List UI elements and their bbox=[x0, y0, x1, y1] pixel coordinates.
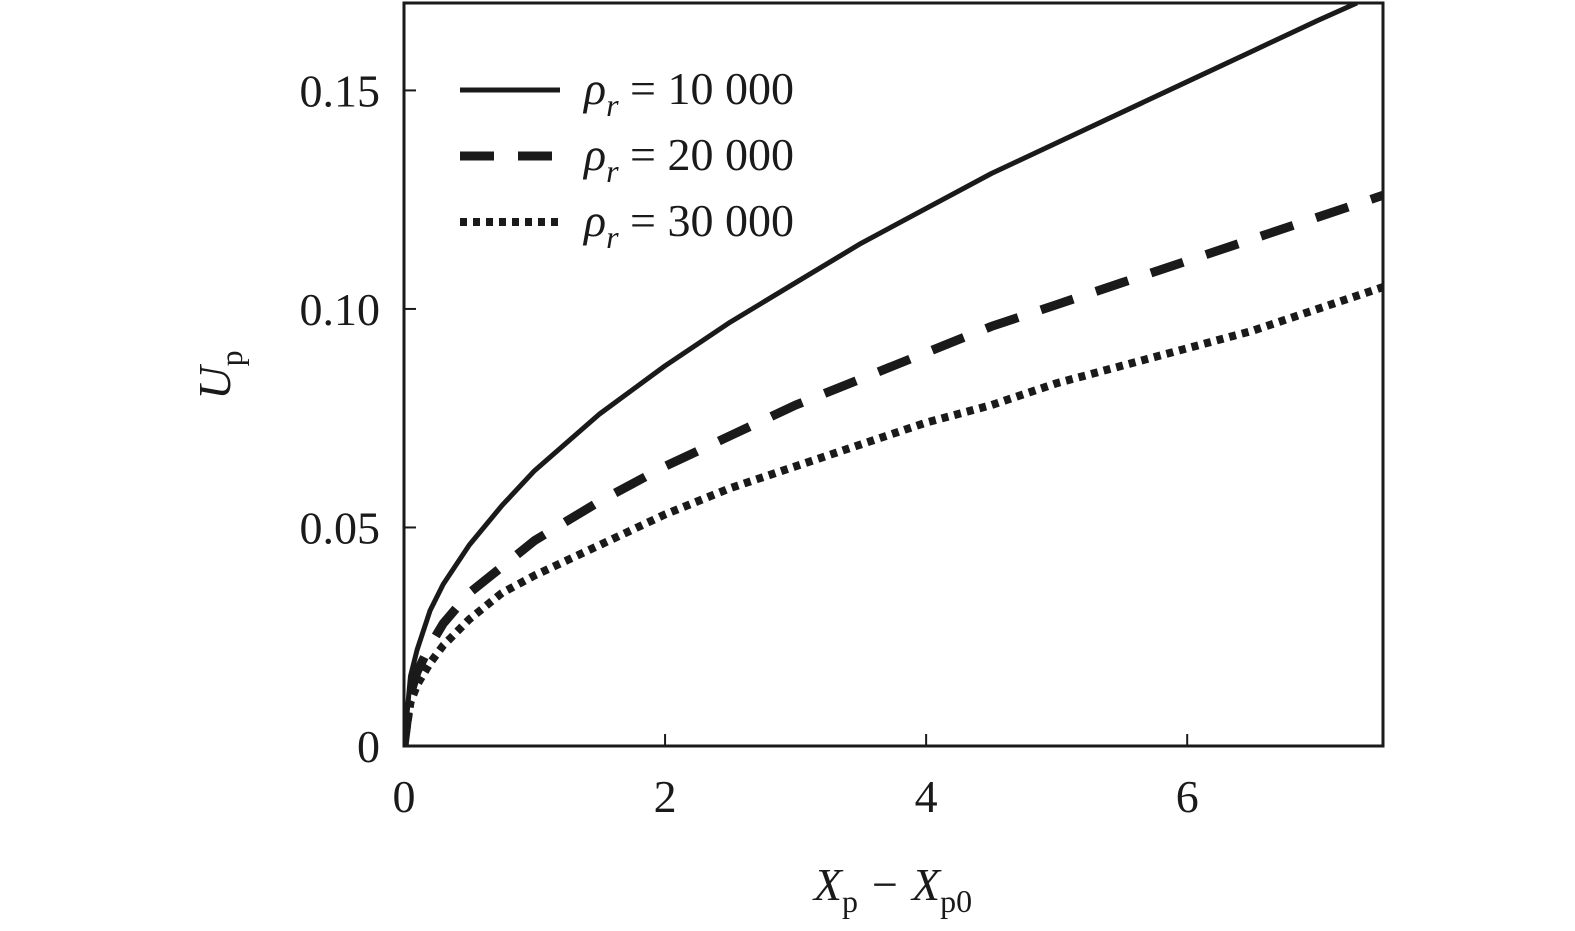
series-line-3 bbox=[404, 283, 1383, 746]
x-tick-label: 4 bbox=[915, 771, 938, 822]
ticks-layer: 0 2 4 6 0 0.05 0.10 0.15 bbox=[300, 65, 1199, 822]
x-axis-var2-sub: p0 bbox=[940, 883, 972, 919]
series-line-1 bbox=[404, 3, 1358, 746]
y-axis-var-sub: p bbox=[213, 350, 249, 366]
series-layer bbox=[404, 3, 1383, 746]
legend-label-3: ρr = 30 000 bbox=[582, 195, 794, 255]
plot-frame bbox=[402, 1, 1385, 748]
x-axis-operator: − bbox=[872, 859, 898, 910]
series-line-2 bbox=[404, 191, 1383, 746]
legend-label-1: ρr = 10 000 bbox=[582, 63, 794, 123]
legend-label-2: ρr = 20 000 bbox=[582, 129, 794, 189]
y-axis-title: Up bbox=[189, 350, 249, 399]
x-axis-title: Xp − Xp0 bbox=[812, 859, 972, 919]
y-tick-label: 0.10 bbox=[300, 284, 381, 335]
x-axis-var: X bbox=[812, 859, 844, 910]
x-tick-label: 2 bbox=[654, 771, 677, 822]
y-tick-label: 0 bbox=[357, 721, 380, 772]
x-tick-label: 6 bbox=[1176, 771, 1199, 822]
x-axis-var-sub: p bbox=[842, 883, 858, 919]
x-axis-var2: X bbox=[910, 859, 942, 910]
y-tick-label: 0.15 bbox=[300, 65, 381, 116]
y-tick-label: 0.05 bbox=[300, 502, 381, 553]
x-tick-label: 0 bbox=[393, 771, 416, 822]
y-axis-var: U bbox=[189, 364, 240, 400]
